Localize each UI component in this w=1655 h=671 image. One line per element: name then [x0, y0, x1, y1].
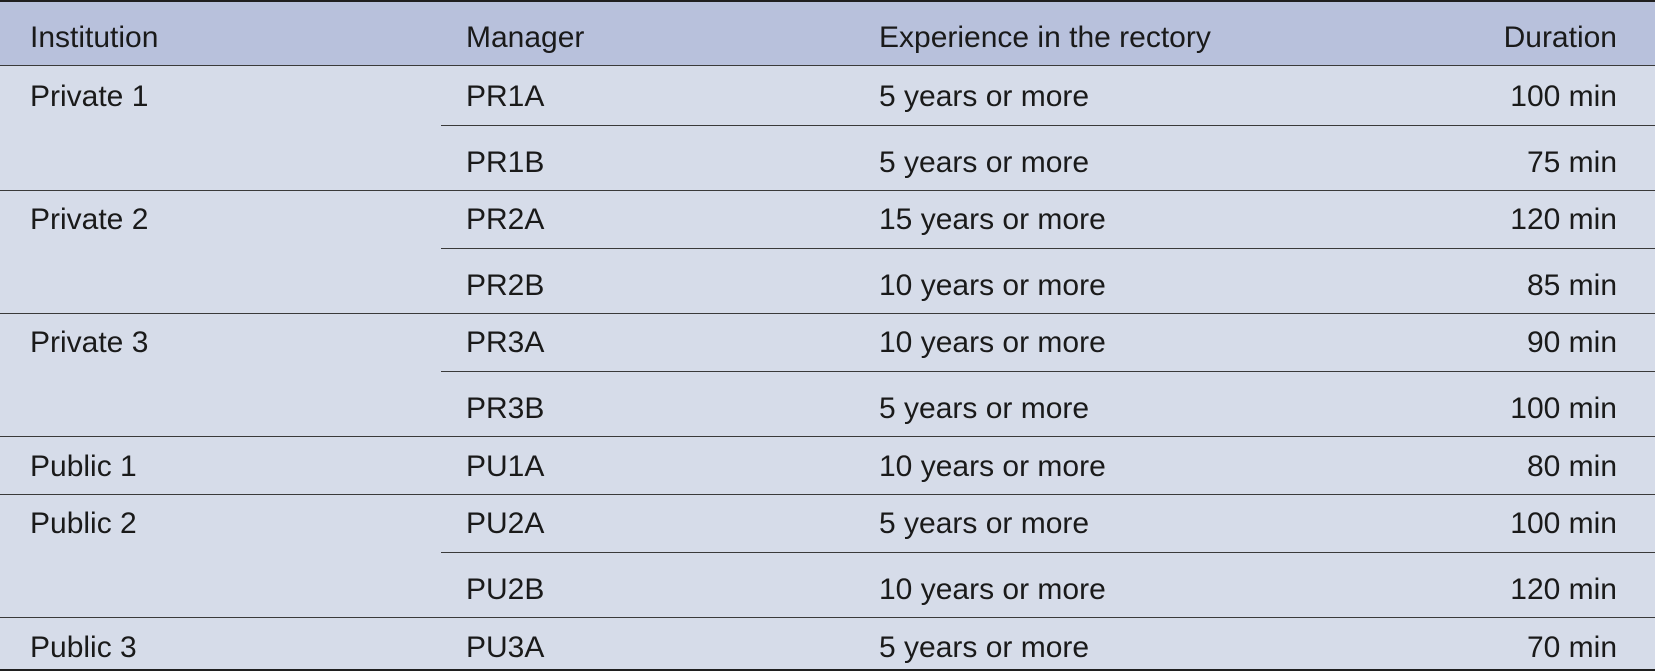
cell-manager: PR3B [466, 392, 545, 425]
cell-manager: PR3A [466, 326, 545, 359]
cell-manager: PR2A [466, 203, 545, 236]
cell-experience: 5 years or more [879, 507, 1090, 540]
cell-institution: Public 1 [30, 450, 137, 483]
group-divider [0, 436, 1655, 437]
cell-manager: PR1A [466, 80, 545, 113]
cell-institution: Public 3 [30, 631, 137, 664]
cell-duration: 120 min [1510, 573, 1617, 606]
cell-institution: Private 1 [30, 80, 149, 113]
cell-institution: Private 2 [30, 203, 149, 236]
cell-experience: 5 years or more [879, 392, 1090, 425]
cell-manager: PU2B [466, 573, 545, 606]
cell-duration: 100 min [1510, 80, 1617, 113]
group-divider [0, 494, 1655, 495]
header-institution: Institution [30, 21, 159, 54]
header-duration: Duration [1503, 21, 1617, 54]
cell-duration: 100 min [1510, 507, 1617, 540]
cell-experience: 15 years or more [879, 203, 1106, 236]
cell-experience: 5 years or more [879, 631, 1090, 664]
cell-experience: 10 years or more [879, 326, 1106, 359]
cell-experience: 5 years or more [879, 80, 1090, 113]
cell-experience: 10 years or more [879, 450, 1106, 483]
header-experience: Experience in the rectory [879, 21, 1211, 54]
cell-manager: PU2A [466, 507, 545, 540]
cell-institution: Private 3 [30, 326, 149, 359]
header-manager: Manager [466, 21, 585, 54]
cell-manager: PU1A [466, 450, 545, 483]
row-divider [441, 552, 1655, 553]
cell-duration: 120 min [1510, 203, 1617, 236]
row-divider [441, 125, 1655, 126]
group-divider [0, 190, 1655, 191]
cell-manager: PR2B [466, 269, 545, 302]
cell-experience: 10 years or more [879, 269, 1106, 302]
cell-manager: PR1B [466, 146, 545, 179]
cell-institution: Public 2 [30, 507, 137, 540]
group-divider [0, 313, 1655, 314]
cell-duration: 100 min [1510, 392, 1617, 425]
cell-manager: PU3A [466, 631, 545, 664]
row-divider [441, 248, 1655, 249]
group-divider [0, 617, 1655, 618]
row-divider [441, 371, 1655, 372]
cell-duration: 90 min [1526, 326, 1617, 359]
cell-experience: 5 years or more [879, 146, 1090, 179]
table-header: Institution Manager Experience in the re… [0, 2, 1655, 66]
cell-duration: 85 min [1526, 269, 1617, 302]
cell-duration: 80 min [1526, 450, 1617, 483]
cell-duration: 70 min [1526, 631, 1617, 664]
cell-duration: 75 min [1526, 146, 1617, 179]
cell-experience: 10 years or more [879, 573, 1106, 606]
